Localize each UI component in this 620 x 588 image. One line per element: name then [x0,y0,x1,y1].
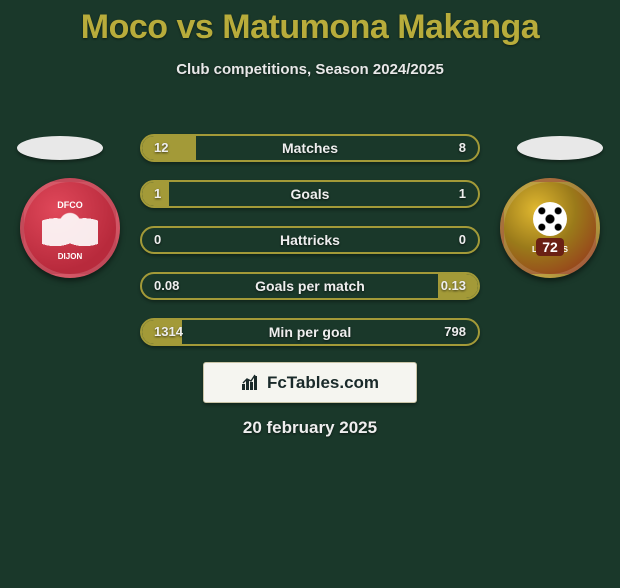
stat-row: 12 Matches 8 [140,134,480,162]
stat-label: Matches [142,140,478,156]
watermark-text: FcTables.com [267,373,379,393]
stat-label: Goals per match [142,278,478,294]
player-head-right [517,136,603,160]
stat-row: 1314 Min per goal 798 [140,318,480,346]
soccer-ball-icon [533,202,567,236]
stat-label: Hattricks [142,232,478,248]
club-badge-right: 72 LE MANS [500,178,600,278]
watermark-box: FcTables.com [203,362,417,403]
comparison-title: Moco vs Matumona Makanga [0,8,620,47]
stat-label: Min per goal [142,324,478,340]
club-name-left: DIJON [58,252,82,261]
bar-chart-icon [241,374,261,392]
comparison-date: 20 february 2025 [0,418,620,438]
eagle-icon [42,208,98,252]
club-number-right: 72 [536,238,564,256]
season-subtitle: Club competitions, Season 2024/2025 [0,61,620,78]
stat-label: Goals [142,186,478,202]
stats-list: 12 Matches 8 1 Goals 1 0 Hattricks 0 0.0… [140,134,480,364]
club-badge-left: DFCO DIJON [20,178,120,278]
stat-row: 0.08 Goals per match 0.13 [140,272,480,300]
stat-row: 1 Goals 1 [140,180,480,208]
stat-row: 0 Hattricks 0 [140,226,480,254]
player-head-left [17,136,103,160]
